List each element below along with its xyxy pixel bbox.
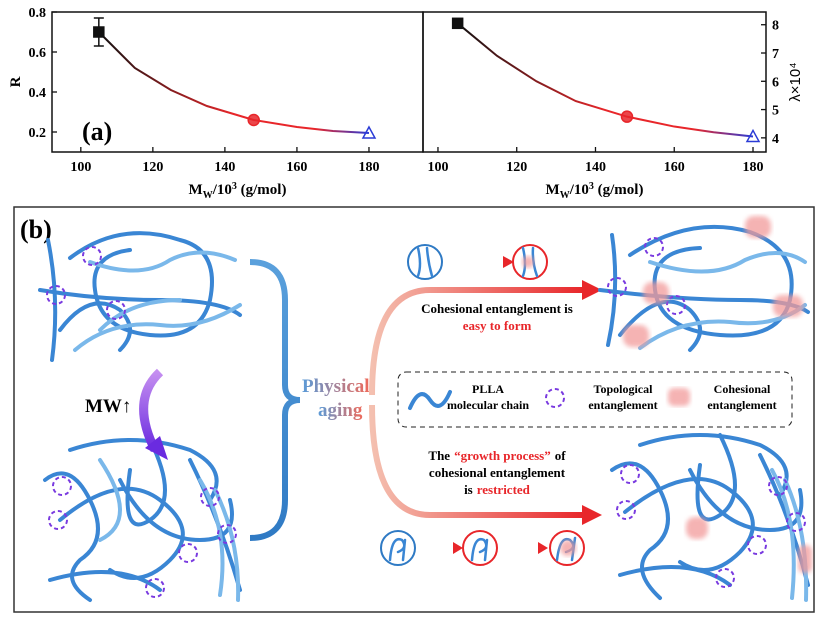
x-axis-label-part: W <box>203 190 213 201</box>
x-tick-label: 180 <box>743 160 764 175</box>
x-axis-label-part: /10 <box>569 182 589 198</box>
fit-curve <box>98 31 370 134</box>
marker <box>247 113 260 127</box>
marker <box>745 128 761 143</box>
legend-topo-icon <box>545 388 565 408</box>
y-tick-label: 7 <box>772 47 779 62</box>
x-tick-label: 160 <box>664 160 685 175</box>
x-tick-label: 140 <box>585 160 606 175</box>
legend-topo: Topological <box>594 382 654 396</box>
chains-high-mw <box>43 438 242 602</box>
lower-text: is restricted <box>464 482 531 497</box>
x-axis-label: MW/103 (g/mol) <box>189 181 287 201</box>
x-tick-label: 100 <box>427 160 448 175</box>
lower-text-red: restricted <box>477 482 531 497</box>
y-tick-label: 6 <box>772 75 779 90</box>
mw-label: MW↑ <box>85 396 131 417</box>
upper-text-red: easy to form <box>463 318 532 333</box>
x-tick-label: 120 <box>142 160 163 175</box>
lower-text: The “growth process” of <box>428 448 566 463</box>
legend-chain-icon <box>408 390 452 410</box>
upper-text: Cohesional entanglement is <box>421 301 573 316</box>
y-axis-label: λ×10⁴ <box>787 62 804 101</box>
upper-arrowhead <box>582 280 602 300</box>
chains-high-mw-aged <box>610 433 812 602</box>
x-tick-label: 140 <box>214 160 235 175</box>
legend-chain: molecular chain <box>447 398 529 412</box>
lower-text: of <box>555 448 567 463</box>
x-axis-label: MW/103 (g/mol) <box>546 181 644 201</box>
legend-coh: entanglement <box>707 398 776 412</box>
legend-box <box>397 371 793 428</box>
panel-frame <box>13 206 815 613</box>
x-tick-label: 120 <box>506 160 527 175</box>
marker <box>620 110 634 123</box>
plot-frame <box>422 11 767 153</box>
y-tick-label: 0.6 <box>29 46 47 61</box>
marker <box>451 17 464 30</box>
y-tick-label: 0.8 <box>29 6 47 21</box>
x-axis-label-part: /10 <box>212 182 232 198</box>
lower-text: cohesional entanglement <box>429 465 566 480</box>
x-tick-label: 160 <box>286 160 307 175</box>
aging-label: aging <box>318 400 363 421</box>
x-axis-label-part: W <box>560 190 570 201</box>
x-axis-label-part: (g/mol) <box>594 182 644 198</box>
mw-arrowhead <box>145 436 168 460</box>
lower-arrow <box>369 404 585 518</box>
upper-arrow <box>369 287 585 396</box>
x-axis-label-part: M <box>546 182 560 198</box>
lower-icons <box>380 530 585 566</box>
lower-text: The <box>428 448 450 463</box>
x-tick-label: 180 <box>358 160 379 175</box>
x-axis-label-part: 3 <box>589 181 594 192</box>
legend-coh: Cohesional <box>714 382 771 396</box>
y-tick-label: 8 <box>772 19 779 34</box>
panel-b: (b) MW↑ Physical aging Cohesional entang… <box>13 206 815 613</box>
mw-arrow <box>139 368 164 453</box>
y-tick-label: 4 <box>772 132 779 147</box>
y-tick-label: 5 <box>772 104 779 119</box>
y-tick-label: 0.2 <box>29 126 47 141</box>
chains-low-mw <box>38 231 242 362</box>
y-tick-label: 0.4 <box>29 86 47 101</box>
panel-label: (a) <box>82 117 112 146</box>
lower-arrowhead <box>582 505 602 525</box>
upper-icons <box>407 244 548 280</box>
x-axis-label-part: M <box>189 182 203 198</box>
legend-topo: entanglement <box>588 398 657 412</box>
chains-low-mw-aged <box>598 216 810 352</box>
x-tick-label: 100 <box>70 160 91 175</box>
lower-text-red: “growth process” <box>454 448 551 463</box>
marker <box>93 26 105 38</box>
fit-curve <box>457 22 754 138</box>
x-axis-label-part: (g/mol) <box>237 182 287 198</box>
y-axis-label: R <box>8 76 24 87</box>
brace <box>249 259 301 541</box>
lower-text: is <box>464 482 473 497</box>
physical-label: Physical <box>302 376 370 397</box>
legend-coh-icon <box>668 388 690 406</box>
x-axis-label-part: 3 <box>232 181 237 192</box>
marker <box>361 125 377 139</box>
legend-chain: PLLA <box>472 382 504 396</box>
